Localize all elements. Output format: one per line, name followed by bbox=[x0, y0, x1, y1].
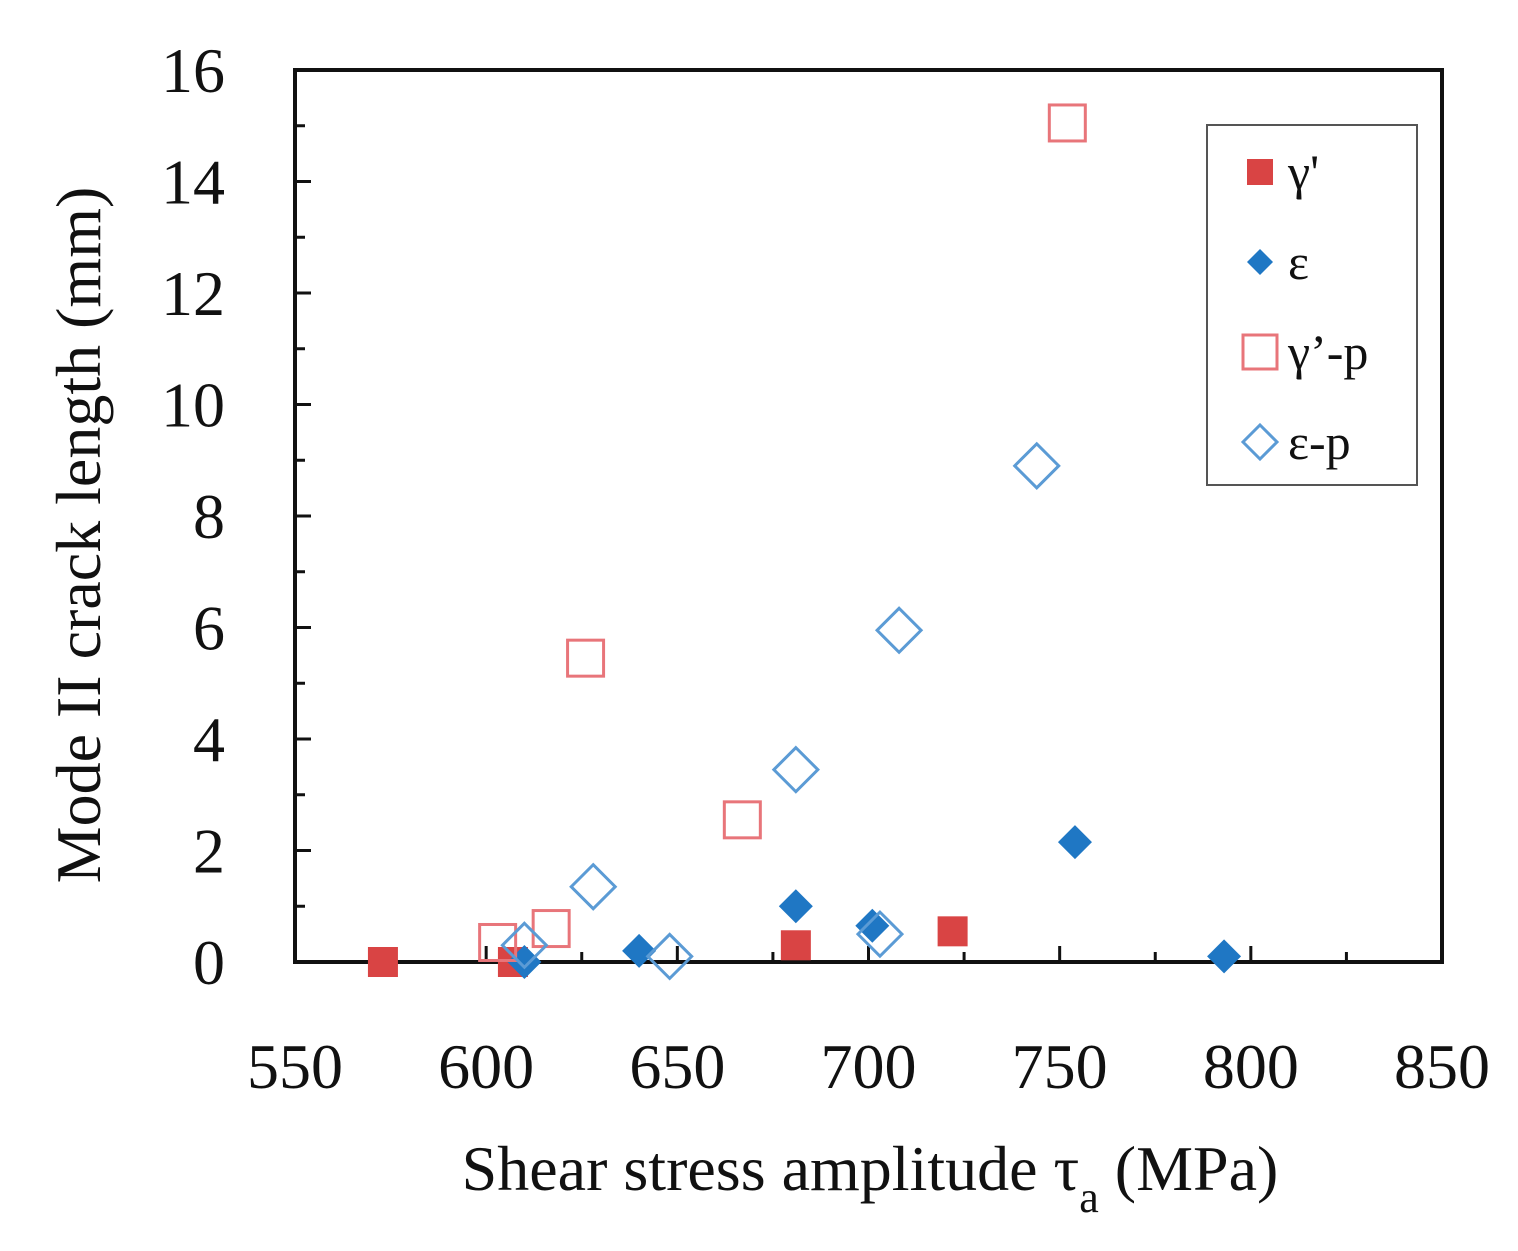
data-point bbox=[771, 745, 820, 794]
x-axis-label-main: Shear stress amplitude τ bbox=[462, 1133, 1080, 1204]
x-axis-label-subscript: a bbox=[1079, 1173, 1099, 1222]
legend-item: ε-p bbox=[1240, 414, 1351, 470]
legend-marker bbox=[1247, 249, 1273, 275]
legend-box bbox=[1206, 124, 1418, 486]
y-tick-label: 12 bbox=[161, 258, 225, 329]
data-point bbox=[1207, 939, 1242, 974]
data-point bbox=[478, 922, 518, 962]
x-tick-label: 800 bbox=[1203, 1031, 1299, 1102]
data-point bbox=[531, 909, 571, 949]
data-point bbox=[1047, 103, 1087, 143]
x-axis-label: Shear stress amplitude τa (MPa) bbox=[462, 1133, 1279, 1222]
legend-item: γ' bbox=[1247, 144, 1319, 200]
legend-item: ε bbox=[1247, 234, 1309, 290]
data-markers bbox=[367, 103, 1242, 981]
legend-label: ε bbox=[1288, 234, 1309, 290]
x-tick-label: 600 bbox=[438, 1031, 534, 1102]
y-tick-label: 14 bbox=[161, 147, 225, 218]
x-tick-label: 750 bbox=[1012, 1031, 1108, 1102]
y-tick-label: 8 bbox=[193, 481, 225, 552]
data-point bbox=[500, 921, 549, 970]
data-point bbox=[778, 889, 813, 924]
data-point bbox=[645, 932, 694, 981]
x-axis-label-unit: (MPa) bbox=[1099, 1133, 1279, 1204]
data-point bbox=[622, 933, 657, 968]
data-point bbox=[780, 930, 811, 961]
legend-marker bbox=[1241, 333, 1279, 371]
y-tick-label: 10 bbox=[161, 370, 225, 441]
series-2 bbox=[478, 103, 1087, 962]
data-point bbox=[874, 606, 924, 655]
series-3 bbox=[500, 441, 1061, 981]
y-tick-label: 0 bbox=[193, 927, 225, 998]
data-point bbox=[1012, 441, 1061, 490]
legend-label: γ' bbox=[1287, 144, 1319, 200]
legend-label: ε-p bbox=[1288, 414, 1351, 470]
data-point bbox=[566, 638, 606, 678]
data-point bbox=[569, 862, 618, 911]
x-tick-label: 550 bbox=[247, 1031, 343, 1102]
tick-labels: 0 2 4 6 8 10 12 14 16 550 600 650 700 750 800 850 bbox=[161, 35, 1490, 1102]
y-tick-label: 4 bbox=[193, 704, 225, 775]
data-point bbox=[367, 947, 398, 977]
legend-item: γ’-p bbox=[1241, 324, 1368, 380]
data-point bbox=[1057, 825, 1092, 860]
x-tick-label: 700 bbox=[821, 1031, 917, 1102]
data-point bbox=[937, 916, 968, 947]
y-tick-label: 16 bbox=[161, 35, 225, 106]
data-point bbox=[855, 910, 905, 959]
y-tick-label: 2 bbox=[193, 816, 225, 887]
legend-marker bbox=[1247, 159, 1273, 185]
legend-marker bbox=[1240, 422, 1280, 462]
y-tick-label: 6 bbox=[193, 593, 225, 664]
data-point bbox=[722, 800, 762, 840]
x-tick-label: 650 bbox=[629, 1031, 725, 1102]
y-axis-label: Mode II crack length (mm) bbox=[43, 187, 114, 884]
data-point bbox=[855, 908, 890, 943]
legend-label: γ’-p bbox=[1287, 324, 1368, 380]
x-tick-label: 850 bbox=[1394, 1031, 1490, 1102]
legend: γ' ε γ’-p ε-p bbox=[1206, 124, 1418, 486]
